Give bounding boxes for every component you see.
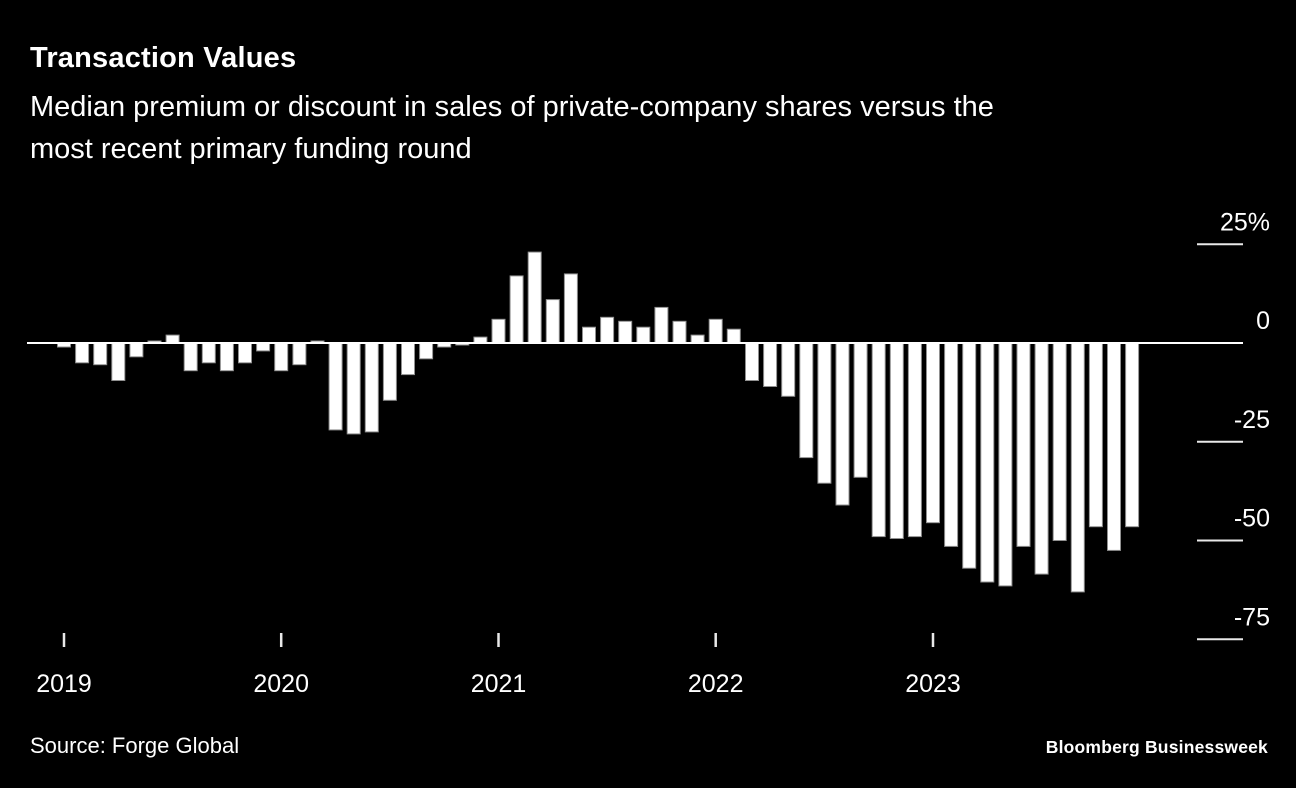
bar (401, 342, 415, 376)
bar (527, 251, 542, 344)
bar (636, 326, 651, 344)
bar (690, 334, 705, 344)
bar (781, 342, 796, 397)
bar (889, 342, 904, 539)
bar (1107, 342, 1121, 551)
bar (382, 342, 397, 401)
bar (907, 342, 922, 538)
source-label: Source: Forge Global (30, 733, 240, 758)
y-axis-label: -25 (1234, 406, 1270, 434)
bar (980, 342, 995, 583)
bar (763, 342, 778, 387)
chart-subtitle-line1: Median premium or discount in sales of p… (30, 91, 994, 123)
y-axis-label: -75 (1234, 603, 1270, 631)
bar (292, 342, 307, 366)
x-axis-year-label: 2021 (471, 670, 527, 698)
bar (1088, 342, 1103, 528)
y-axis-label: 25% (1220, 208, 1270, 236)
bar (219, 342, 234, 372)
bar (582, 326, 596, 344)
bar (853, 342, 868, 478)
x-axis-year-label: 2020 (253, 670, 309, 698)
bar (129, 342, 144, 358)
chart-subtitle-line2: most recent primary funding round (30, 133, 472, 165)
y-axis-label: 0 (1256, 307, 1270, 335)
bar (1034, 342, 1049, 575)
bar (75, 342, 90, 364)
bar (835, 342, 850, 506)
bar (346, 342, 361, 435)
brand-logo: Bloomberg Businessweek (1045, 737, 1268, 757)
bar (545, 299, 560, 344)
bar (201, 342, 216, 364)
bar (998, 342, 1013, 587)
bar (817, 342, 832, 484)
bar (618, 320, 633, 344)
bar (364, 342, 379, 433)
bar (93, 342, 108, 366)
bar (238, 342, 252, 364)
bar (944, 342, 959, 547)
bar (563, 273, 578, 344)
bar (509, 275, 524, 344)
bar (600, 316, 615, 344)
bar (1125, 342, 1140, 528)
bar (328, 342, 343, 431)
chart-title: Transaction Values (30, 42, 297, 74)
bar (672, 320, 687, 344)
bar (726, 328, 741, 344)
bar (165, 334, 180, 344)
bar (111, 342, 126, 381)
bar (1052, 342, 1067, 541)
x-axis-year-label: 2022 (688, 670, 744, 698)
bar (962, 342, 977, 569)
bar (491, 318, 506, 344)
bar (419, 342, 434, 360)
bar (708, 318, 723, 344)
bar (256, 342, 271, 352)
bar (799, 342, 814, 459)
bar (745, 342, 759, 381)
chart-subtitle: Median premium or discount in sales of p… (30, 86, 994, 170)
y-axis-label: -50 (1234, 505, 1270, 533)
bar (1016, 342, 1031, 547)
bar (871, 342, 886, 538)
bar (654, 306, 669, 344)
x-axis-year-label: 2019 (36, 670, 92, 698)
bar (1070, 342, 1085, 593)
bar (274, 342, 289, 372)
bar (183, 342, 198, 372)
x-axis-year-label: 2023 (905, 670, 961, 698)
bar (926, 342, 940, 524)
